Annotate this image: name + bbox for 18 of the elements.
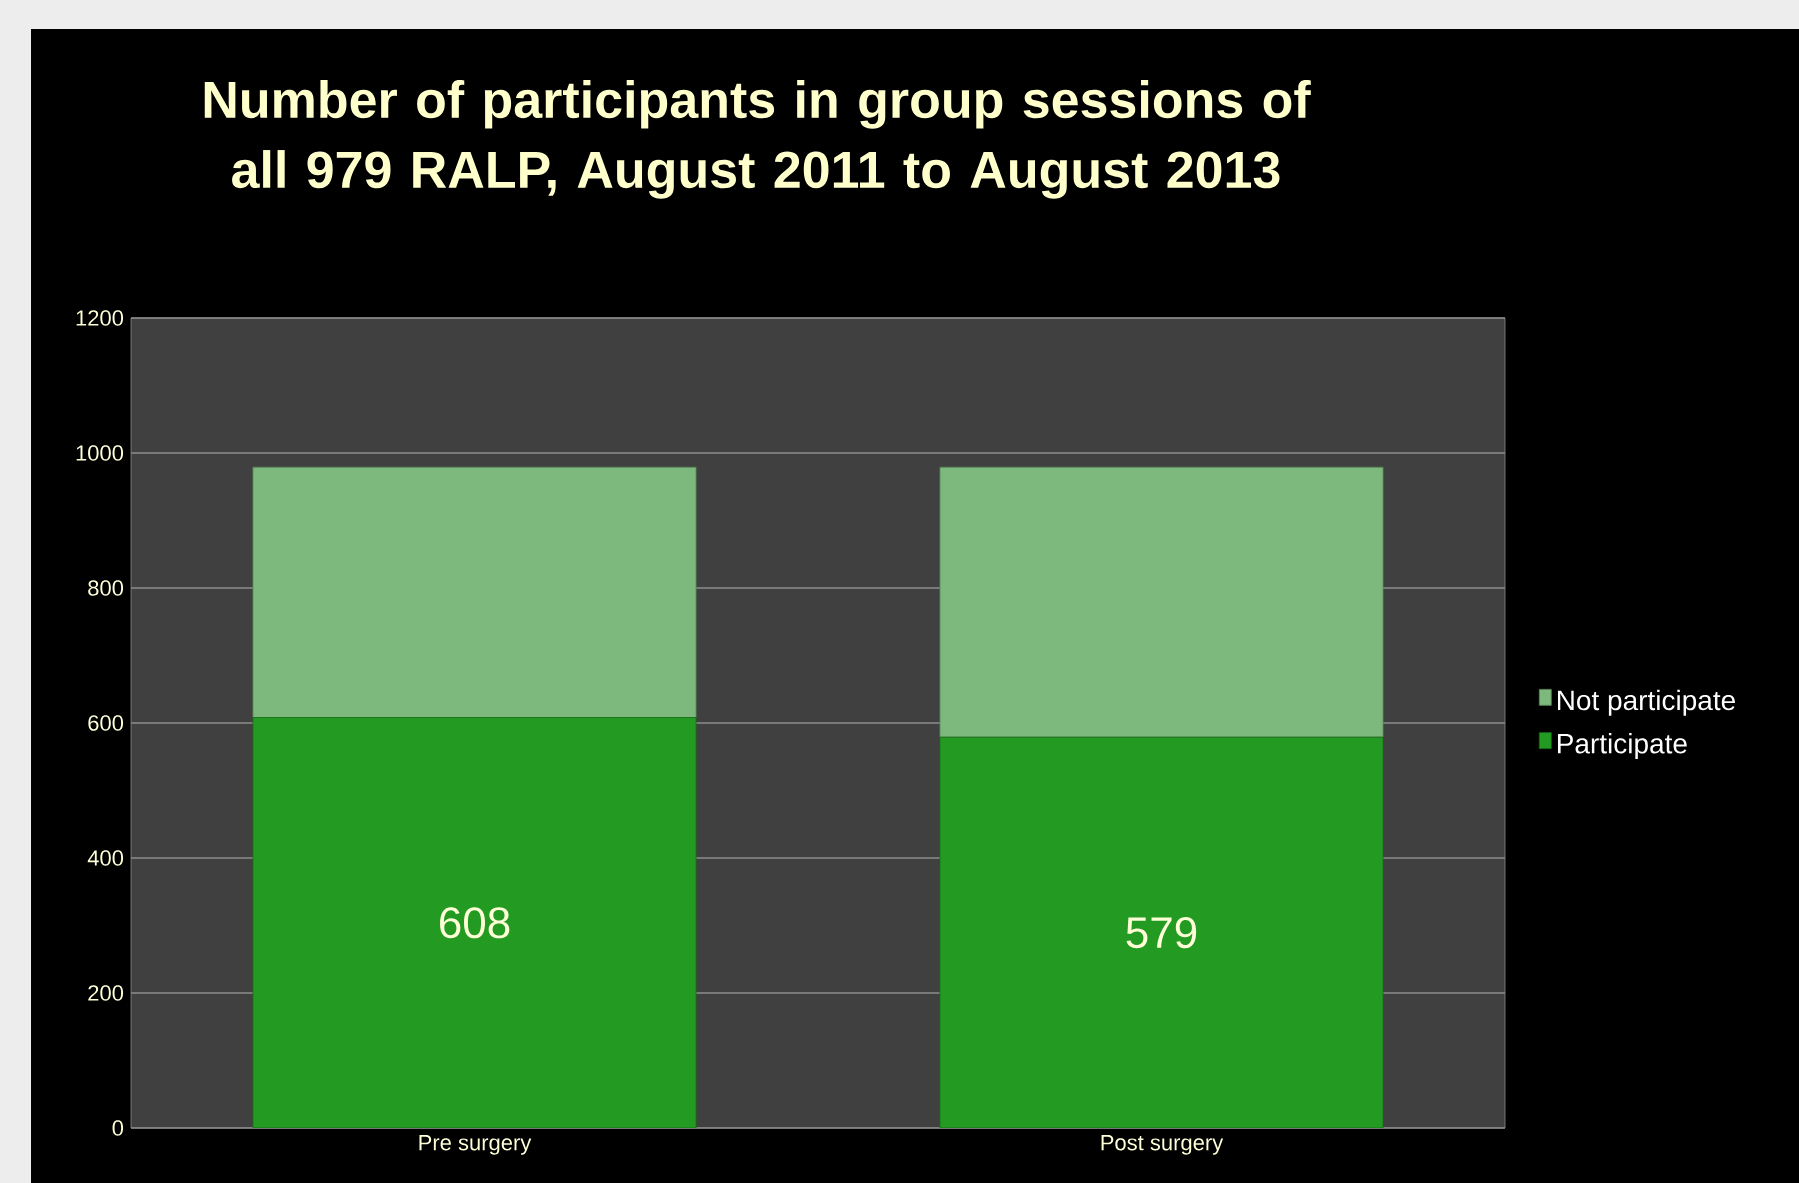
y-tick-label: 1200 xyxy=(76,310,124,326)
chart-title: Number of participants in group sessions of all 979 RALP, August 2011 to August 2013 xyxy=(204,80,1311,199)
y-tick-label: 200 xyxy=(88,985,124,1001)
bar xyxy=(252,717,697,1128)
data-label: 579 xyxy=(1126,916,1197,949)
bar xyxy=(939,466,1384,738)
bar xyxy=(939,736,1384,1128)
y-tick-label: 0 xyxy=(112,1120,124,1136)
legend-label: Participate xyxy=(1557,732,1687,760)
bar xyxy=(252,466,697,718)
y-tick-label: 600 xyxy=(88,715,124,731)
x-tick-label: Pre surgery xyxy=(419,1135,532,1155)
y-tick-label: 400 xyxy=(87,850,124,866)
x-tick-label: Post surgery xyxy=(1101,1135,1224,1155)
data-label: 608 xyxy=(440,907,510,939)
legend-label: Not participate xyxy=(1557,689,1735,716)
y-tick-label: 800 xyxy=(88,580,124,596)
y-tick-label: 1000 xyxy=(76,445,124,461)
